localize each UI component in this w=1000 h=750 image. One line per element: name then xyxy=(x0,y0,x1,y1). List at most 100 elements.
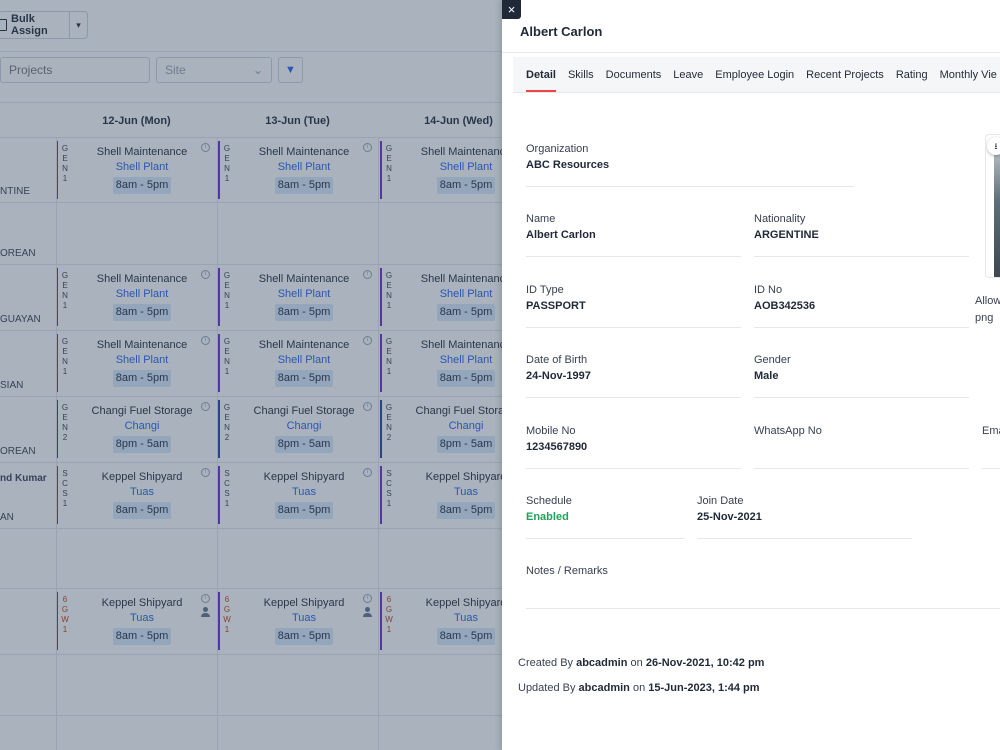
shift-code-char: C xyxy=(62,479,68,488)
info-icon[interactable]: i xyxy=(201,336,210,345)
shift-code-char: G xyxy=(223,605,231,614)
shift-card[interactable]: G E N 1 Shell Maintenance Shell Plant 8am - 5p… xyxy=(56,265,216,331)
gender-field: Gender Male xyxy=(754,354,969,398)
shift-code-char: G xyxy=(61,271,69,280)
shift-project: Keppel Shipyard xyxy=(263,597,345,609)
site-select[interactable]: Site ⌄ xyxy=(156,57,272,83)
shift-code-char: 1 xyxy=(62,625,68,634)
field-value: Albert Carlon xyxy=(526,229,596,241)
day-header: 12-Jun (Mon) xyxy=(102,115,171,127)
info-icon[interactable]: i xyxy=(201,594,210,603)
info-icon[interactable]: i xyxy=(201,143,210,152)
shift-card[interactable]: G E N 1 Shell Maintenance Shell Plant 8am - 5p… xyxy=(218,138,378,203)
updated-by-text: Updated By abcadmin on 15-Jun-2023, 1:44… xyxy=(518,682,760,694)
info-icon[interactable]: i xyxy=(363,336,372,345)
info-icon[interactable]: i xyxy=(201,402,210,411)
shift-code-char: 6 xyxy=(62,595,68,604)
divider xyxy=(502,52,1000,53)
shift-code-char: N xyxy=(386,164,392,173)
shift-code-char: N xyxy=(224,423,230,432)
filter-button[interactable]: ▼ xyxy=(278,57,303,83)
shift-code-char: G xyxy=(61,403,69,412)
shift-project: Keppel Shipyard xyxy=(263,471,345,483)
shift-project: Keppel Shipyard xyxy=(101,471,183,483)
shift-card[interactable]: G E N 1 Shell Maintenance Shell Plant 8am - 5p… xyxy=(380,331,540,397)
info-icon[interactable]: i xyxy=(201,270,210,279)
shift-card[interactable]: G E N 1 Shell Maintenance Shell Plant 8am - 5p… xyxy=(218,331,378,397)
shift-time: 8am - 5pm xyxy=(113,502,171,519)
upload-icon[interactable]: ⭳ xyxy=(987,137,1000,155)
info-icon[interactable]: i xyxy=(363,402,372,411)
schedule-row xyxy=(0,529,1000,589)
shift-card[interactable]: G E N 1 Shell Maintenance Shell Plant 8am - 5p… xyxy=(56,138,216,203)
employee-cell[interactable]: NTINE xyxy=(0,138,56,203)
site-placeholder: Site xyxy=(165,63,186,77)
field-label: WhatsApp No xyxy=(754,425,822,437)
tab-monthly-view[interactable]: Monthly Vie xyxy=(939,69,997,81)
info-icon[interactable]: i xyxy=(363,143,372,152)
schedule-row xyxy=(0,397,1000,463)
info-icon[interactable]: i xyxy=(363,270,372,279)
info-icon[interactable]: i xyxy=(363,594,372,603)
shift-color-bar xyxy=(380,592,382,650)
photo-panel: ⭳ xyxy=(985,134,1000,278)
shift-card[interactable]: G E N 1 Shell Maintenance Shell Plant 8am - 5p… xyxy=(56,331,216,397)
employee-cell[interactable]: OREAN xyxy=(0,397,56,463)
shift-code-char: 1 xyxy=(386,499,392,508)
tab-rating[interactable]: Rating xyxy=(895,69,928,81)
shift-code-char: 1 xyxy=(62,499,68,508)
grid-column-divider xyxy=(56,138,57,750)
shift-code-char: G xyxy=(61,605,69,614)
tab-leave[interactable]: Leave xyxy=(673,69,704,81)
employee-cell[interactable]: SIAN xyxy=(0,331,56,397)
field-label: Date of Birth xyxy=(526,354,588,366)
field-label: Organization xyxy=(526,143,589,155)
bulk-assign-button[interactable]: Bulk Assign ▾ xyxy=(0,11,88,39)
employee-cell[interactable]: GUAYAN xyxy=(0,265,56,331)
shift-color-bar xyxy=(56,334,58,392)
tab-recent-projects[interactable]: Recent Projects xyxy=(806,69,884,81)
shift-location: Changi xyxy=(124,420,160,432)
shift-code-char: S xyxy=(62,489,68,498)
shift-time: 8am - 5pm xyxy=(437,304,495,321)
shift-code-char: S xyxy=(224,489,230,498)
tab-skills[interactable]: Skills xyxy=(567,69,594,81)
shift-code-char: S xyxy=(386,489,392,498)
shift-card[interactable]: G E N 1 Shell Maintenance Shell Plant 8am - 5p… xyxy=(380,138,540,203)
shift-code-char: N xyxy=(62,164,68,173)
shift-card[interactable]: G E N 1 Shell Maintenance Shell Plant 8am - 5p… xyxy=(380,265,540,331)
shift-code-char: N xyxy=(224,164,230,173)
tab-employee-login[interactable]: Employee Login xyxy=(715,69,795,81)
shift-code-char: E xyxy=(62,281,68,290)
tab-documents[interactable]: Documents xyxy=(605,69,662,81)
shift-color-bar xyxy=(380,141,382,199)
employee-nationality: AN xyxy=(0,512,14,523)
chevron-down-icon[interactable]: ▾ xyxy=(69,12,87,38)
updated-at: 15-Jun-2023, 1:44 pm xyxy=(648,682,760,694)
employee-cell[interactable]: nd Kumar AN xyxy=(0,463,56,529)
shift-time: 8pm - 5am xyxy=(113,436,171,453)
employee-cell[interactable]: OREAN xyxy=(0,203,56,265)
shift-color-bar xyxy=(56,466,58,524)
shift-card[interactable]: G E N 1 Shell Maintenance Shell Plant 8am - 5p… xyxy=(218,265,378,331)
info-icon[interactable]: i xyxy=(363,468,372,477)
tab-detail[interactable]: Detail xyxy=(520,57,562,92)
info-icon[interactable]: i xyxy=(201,468,210,477)
close-button[interactable]: × xyxy=(502,0,521,19)
schedule-row xyxy=(0,265,1000,331)
shift-project: Shell Maintenance xyxy=(258,146,350,158)
shift-project: Shell Maintenance xyxy=(96,339,188,351)
projects-input[interactable] xyxy=(0,57,150,83)
shift-time: 8am - 5pm xyxy=(437,177,495,194)
